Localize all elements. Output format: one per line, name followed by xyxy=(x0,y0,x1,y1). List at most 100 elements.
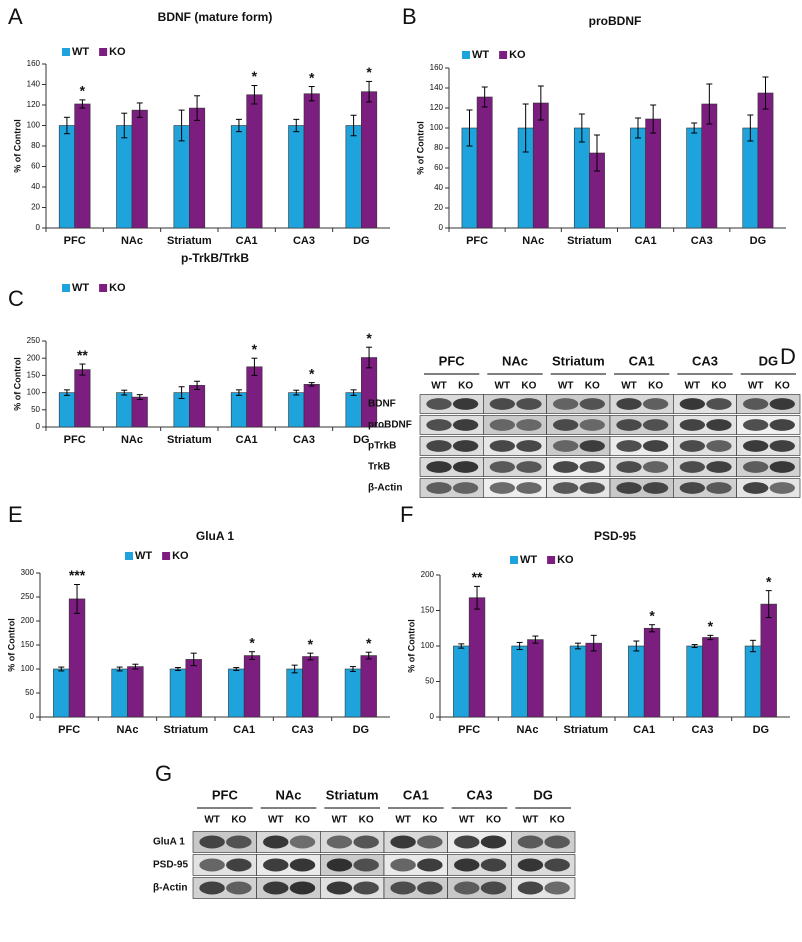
significance: * xyxy=(366,635,372,651)
error-bar xyxy=(762,76,769,110)
legend-swatch xyxy=(99,284,108,292)
error-bar xyxy=(307,652,314,661)
blot-group: CA3 xyxy=(692,353,718,368)
blot-band xyxy=(553,419,579,431)
y-tick-label: 150 xyxy=(21,640,35,649)
blot-band xyxy=(516,440,542,452)
error-bar xyxy=(190,652,197,667)
x-tick-label: CA1 xyxy=(236,434,258,446)
lane-label: WT xyxy=(621,381,637,392)
blot-group: CA1 xyxy=(403,787,429,802)
blot-band xyxy=(553,440,579,452)
lane-label: KO xyxy=(458,381,473,392)
bar xyxy=(628,645,645,718)
blot-group: PFC xyxy=(212,787,239,802)
bar xyxy=(116,125,133,229)
blot-band xyxy=(480,858,507,872)
significance: * xyxy=(649,607,655,623)
x-tick-label: DG xyxy=(750,235,767,247)
blot-band xyxy=(454,835,480,849)
error-bar xyxy=(121,389,128,396)
bar xyxy=(116,392,133,428)
blot-band xyxy=(579,398,605,410)
blot-band xyxy=(326,881,353,895)
blot-row-label: GluA 1 xyxy=(153,837,185,848)
significance: * xyxy=(252,68,258,84)
error-bar xyxy=(574,642,581,650)
lane-label: KO xyxy=(711,381,726,392)
error-bar xyxy=(291,664,298,674)
y-tick-label: 120 xyxy=(430,103,444,112)
blot-band xyxy=(769,461,795,473)
significance: * xyxy=(366,330,372,346)
bar xyxy=(230,392,247,428)
x-tick-label: Striatum xyxy=(167,434,212,446)
x-tick-label: CA1 xyxy=(236,235,258,247)
blot-band xyxy=(263,858,289,872)
y-tick-label: 160 xyxy=(27,59,41,68)
legend-label: WT xyxy=(135,550,152,562)
error-bar xyxy=(194,95,201,121)
x-tick-label: CA3 xyxy=(691,235,713,247)
blot-band xyxy=(769,482,795,494)
blot-row-label: β-Actin xyxy=(368,483,402,494)
significance: ** xyxy=(472,569,483,585)
blot-band xyxy=(452,398,479,410)
error-bar xyxy=(63,116,70,135)
x-tick-label: NAc xyxy=(516,724,538,736)
error-bar xyxy=(522,103,529,153)
bar xyxy=(742,127,759,229)
y-tick-label: 120 xyxy=(27,100,41,109)
bar xyxy=(573,127,590,229)
lane-label: KO xyxy=(486,815,501,826)
lane-label: KO xyxy=(231,815,246,826)
blot-band xyxy=(417,881,443,895)
bar xyxy=(185,659,202,718)
bar xyxy=(74,369,91,428)
y-tick-label: 100 xyxy=(27,388,41,397)
bar xyxy=(74,103,91,229)
bar xyxy=(757,92,774,229)
error-bar xyxy=(79,99,86,109)
blot-band xyxy=(417,858,443,872)
blot-row-label: PSD-95 xyxy=(153,860,188,871)
panel-letter: F xyxy=(400,502,413,527)
bar xyxy=(131,109,148,229)
chart-title: proBDNF xyxy=(589,14,642,28)
blot-band xyxy=(706,461,732,473)
significance: * xyxy=(766,573,772,589)
legend-label: WT xyxy=(72,46,89,58)
bar xyxy=(569,645,587,718)
blot-band xyxy=(616,482,642,494)
bar xyxy=(228,668,245,718)
lane-label: KO xyxy=(585,381,600,392)
legend-label: WT xyxy=(72,282,89,294)
blot-band xyxy=(390,881,416,895)
blot-band xyxy=(679,398,705,410)
panel-letter: B xyxy=(402,4,417,29)
blot-band xyxy=(452,419,479,431)
lane-label: KO xyxy=(359,815,374,826)
y-tick-label: 60 xyxy=(434,163,443,172)
blot-band xyxy=(706,440,732,452)
blot-band xyxy=(616,461,642,473)
y-tick-label: 250 xyxy=(27,336,41,345)
legend-swatch xyxy=(499,51,508,59)
error-bar xyxy=(532,635,539,644)
blot-band xyxy=(489,440,515,452)
blot-band xyxy=(452,482,479,494)
blot-row-label: BDNF xyxy=(368,399,396,410)
blot-band xyxy=(289,858,316,872)
blot-row-label: pTrkB xyxy=(368,441,396,452)
blot-band xyxy=(642,461,669,473)
blot-band xyxy=(417,835,443,849)
lane-label: KO xyxy=(422,815,437,826)
lane-label: KO xyxy=(775,381,790,392)
bar xyxy=(744,645,762,718)
error-bar xyxy=(366,346,373,369)
y-tick-label: 150 xyxy=(27,371,41,380)
error-bar xyxy=(293,118,300,133)
x-tick-label: Striatum xyxy=(164,724,209,736)
error-bar xyxy=(178,386,185,399)
error-bar xyxy=(635,117,642,139)
